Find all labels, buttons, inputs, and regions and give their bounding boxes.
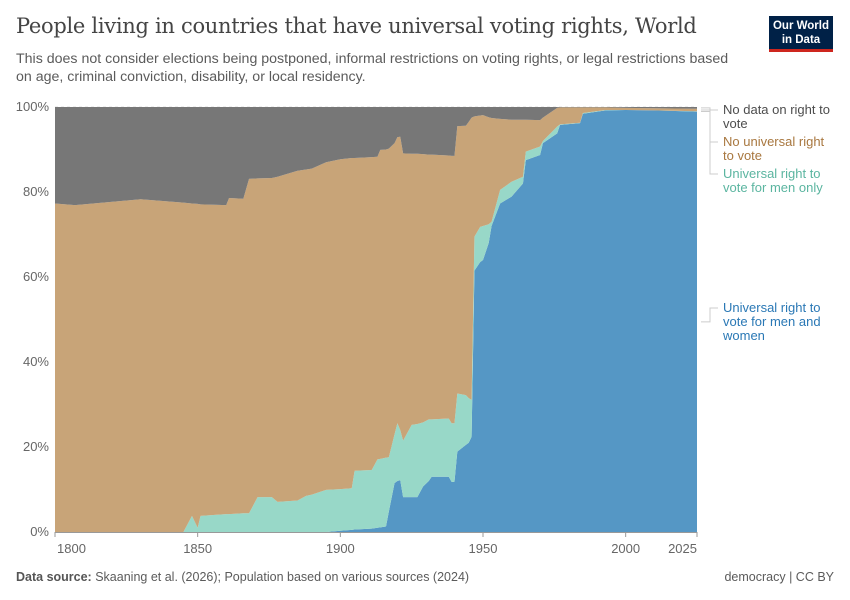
- legend-connector: [701, 307, 718, 323]
- x-tick-label: 1900: [326, 541, 355, 556]
- y-tick-label: 0%: [30, 524, 49, 539]
- y-tick-label: 80%: [23, 184, 49, 199]
- x-tick-label: 1850: [183, 541, 212, 556]
- x-tick-label: 1950: [469, 541, 498, 556]
- chart-subtitle: This does not consider elections being p…: [16, 51, 729, 85]
- legend-label[interactable]: Universal right to vote for men and women: [722, 300, 821, 343]
- source-text[interactable]: Skaaning et al. (2026); Population based…: [95, 570, 470, 584]
- x-tick-label: 1800: [57, 541, 86, 556]
- y-tick-label: 60%: [23, 269, 49, 284]
- area-no-data-on-right-to-vote: [55, 107, 697, 206]
- legend-connector: [701, 107, 718, 111]
- license-text[interactable]: democracy | CC BY: [724, 570, 834, 584]
- legend-label[interactable]: No data on right to vote: [723, 102, 830, 131]
- chart-title: People living in countries that have uni…: [16, 14, 697, 38]
- legend-label[interactable]: No universal right to vote: [723, 134, 825, 163]
- area-universal-right-to-vote-for-men-and-women: [55, 109, 697, 532]
- y-tick-label: 100%: [16, 99, 50, 114]
- y-tick-label: 40%: [23, 354, 49, 369]
- legend-connector: [701, 110, 718, 175]
- legend-label[interactable]: Universal right to vote for men only: [723, 166, 823, 195]
- owid-logo[interactable]: Our World in Data: [769, 16, 833, 52]
- area-no-universal-right-to-vote: [55, 107, 697, 533]
- y-tick-label: 20%: [23, 439, 49, 454]
- data-source: Data source: Skaaning et al. (2026); Pop…: [16, 570, 469, 584]
- x-tick-label: 2000: [611, 541, 640, 556]
- x-tick-label: 2025: [668, 541, 697, 556]
- source-label: Data source:: [16, 570, 92, 584]
